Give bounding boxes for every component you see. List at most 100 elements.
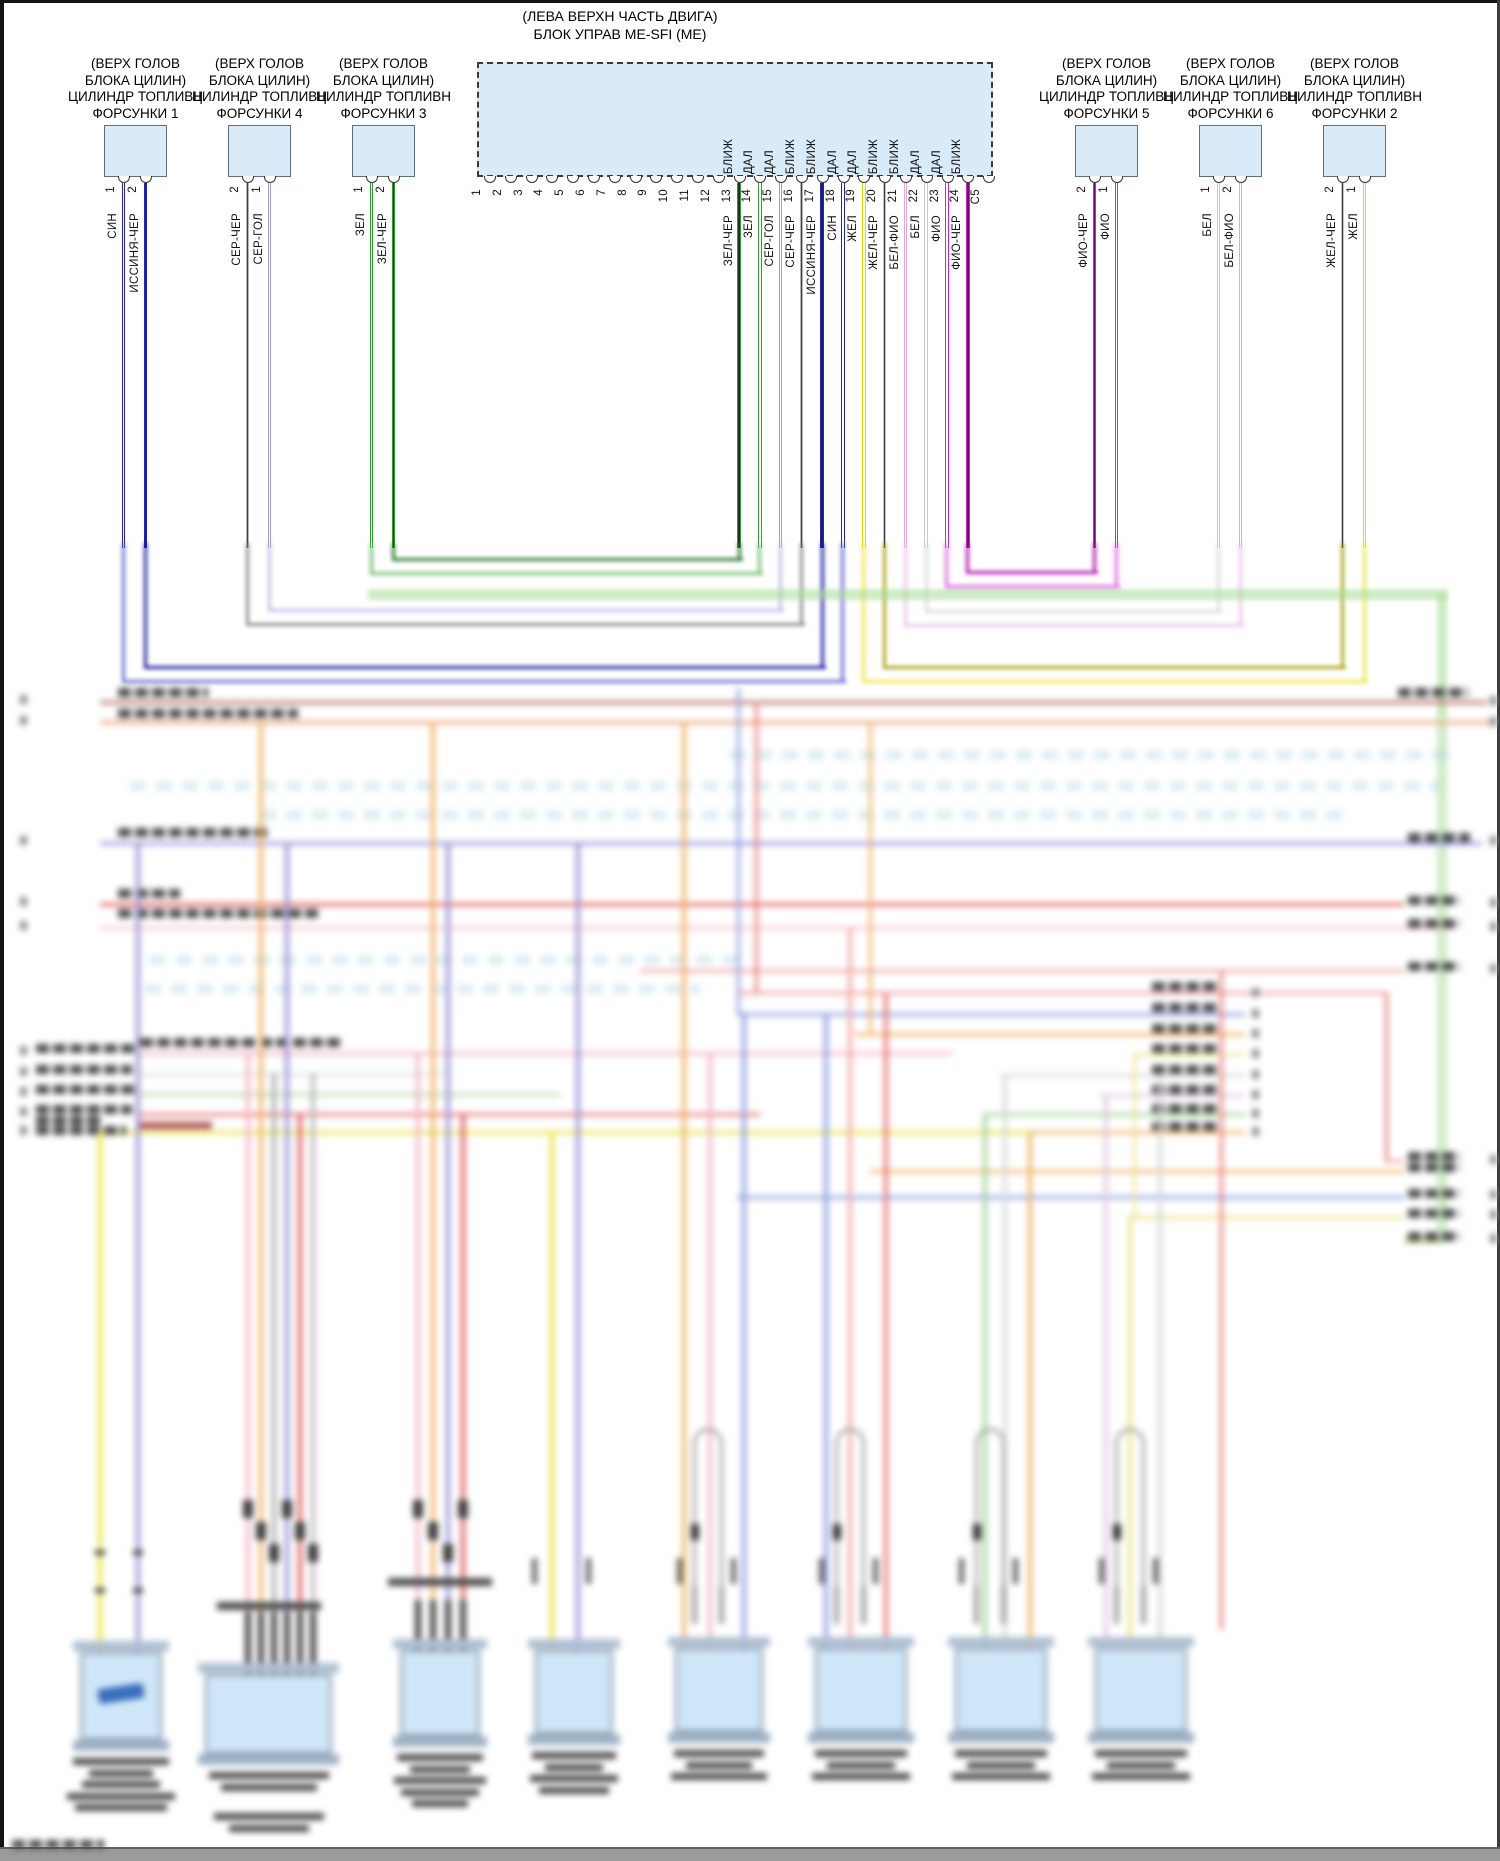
wire-СИН [841,183,845,548]
blurred-ref-number [1490,696,1497,705]
connector-wire [983,1113,987,1652]
wire-ЗЕЛ [757,543,762,574]
connector-caption-line [89,1769,153,1777]
injector-title-line: ФОРСУНКИ 4 [216,105,303,121]
wire-СЕР-ГОЛ [778,543,783,611]
injector-title-1: (ВЕРХ ГОЛОВ БЛОКА ЦИЛИН) ЦИЛИНДР ТОПЛИВН ФО… [0,56,286,122]
blurred-text [1408,833,1470,842]
near-far-label: ДАЛ [847,149,860,174]
connector-caption-line [530,1775,618,1782]
wire-ИССИНЯ-ЧЁР [820,183,825,548]
pin-number: 24 [949,189,962,203]
wire-СЕР-ГОЛ [778,183,783,548]
blurred-ref-number [20,1067,27,1076]
blurred-ref-number [1490,1155,1497,1164]
connector-box [1095,1648,1187,1732]
wire-ИССИНЯ-ЧЁР [820,543,825,668]
pin-arc [1089,176,1101,183]
connector-top-bar [528,1639,620,1649]
hook-leg-stub [719,1586,724,1624]
wire-tag-blob [458,1500,468,1518]
wire-color-label: ФИО-ЧЁР [1078,213,1090,268]
pin-number: 1 [1098,186,1110,193]
connector-top-bar [393,1639,487,1649]
rotated-blurred-label [731,1558,736,1584]
injector-title-line: БЛОКА ЦИЛИН) [84,72,187,88]
wire-БЕЛ [924,609,1222,614]
connector-box [535,1650,613,1734]
wire-СЕР-ГОЛ [267,183,272,548]
injector-title-line: (ВЕРХ ГОЛОВ [1310,56,1399,71]
blurred-text [118,688,208,697]
wire-ЗЕЛ-ЧЁР [391,543,396,560]
pin-row-band [216,1602,321,1610]
pin-arc [775,176,788,183]
bus-line [640,970,1404,972]
connector-wire [298,1113,302,1612]
page-border-bottom-line [0,1847,1500,1849]
pin-arc [546,176,559,183]
pin-number: 2 [229,186,241,193]
connector-wire [1158,1074,1162,1652]
rotated-blurred-label [959,1558,964,1584]
pin-number: 13 [720,189,733,203]
connector-pin-stub [284,1612,290,1678]
wire-ИССИНЯ-ЧЁР [143,183,148,548]
connector-wire [416,1052,420,1600]
wire-ЖЁЛ [861,183,866,548]
wire-БЕЛ-ФИО [1238,183,1243,548]
wire-hook [1115,1428,1145,1586]
wire-color-label: ИССИНЯ-ЧЁР [805,215,818,295]
connector-wire [848,927,852,1652]
connector-caption-line [397,1754,483,1761]
bus-line [1133,1053,1245,1056]
pin-arc [754,176,767,183]
wire-СЕР-ГОЛ [267,543,272,611]
injector-title-line: БЛОКА ЦИЛИН) [1303,72,1406,88]
pin-number: 11 [679,189,691,202]
connector-pin-stub [430,1600,436,1654]
pin-number: 6 [575,189,587,196]
connector-wire [259,721,263,1612]
connector-caption-line [220,1783,317,1791]
blurred-text [36,1105,132,1114]
connector-caption-line [545,1763,603,1771]
blurred-ref-number [1252,1070,1259,1079]
connector-top-bar [1088,1637,1194,1647]
hook-splice-dot [973,1524,981,1540]
connector-wire [550,1131,554,1654]
blurred-ref-number [1252,1127,1259,1136]
blurred-ref-number [1490,836,1497,845]
wire-ЖЁЛ-ЧЁР [882,183,887,548]
connector-bottom-bar [808,1732,914,1743]
connector-box [205,1674,332,1754]
injector-title-line: (ВЕРХ ГОЛОВ [91,56,180,71]
connector-pin-stub [415,1600,421,1654]
connector-top-bar [948,1637,1054,1647]
pin-number: 2 [375,186,387,193]
wire-СЕР-ЧЁР [245,543,250,625]
wire-color-label: ФИО [930,215,943,242]
blurred-ref-number [1490,1234,1497,1243]
injector-title-line: ФОРСУНКИ 1 [92,105,179,121]
connector-pin-stub [258,1612,264,1678]
connector-pin-stub [310,1612,316,1678]
blurred-text [1408,896,1460,905]
blurred-text [1408,1232,1460,1241]
blurred-text [118,909,318,918]
connector-caption-line [827,1761,895,1769]
wire-tag-blob [295,1522,305,1540]
blurred-text [118,828,268,837]
blurred-ref-number [1252,988,1259,997]
page-border-left [0,0,4,1861]
wire-ЖЁЛ-ЧЁР [1340,543,1345,668]
injector-title-line: ЦИЛИНДР ТОПЛИВН [1286,89,1423,104]
pin-number: 21 [887,189,899,203]
bus-vertical [737,688,740,1013]
wire-tag-blob [413,1500,423,1518]
pin-number: 5 [554,189,567,196]
pin-arc [692,176,704,183]
wire-ФИО-ЧЁР [965,183,970,548]
pin-number: 2 [127,186,139,193]
connector-pin-stub [445,1600,451,1654]
